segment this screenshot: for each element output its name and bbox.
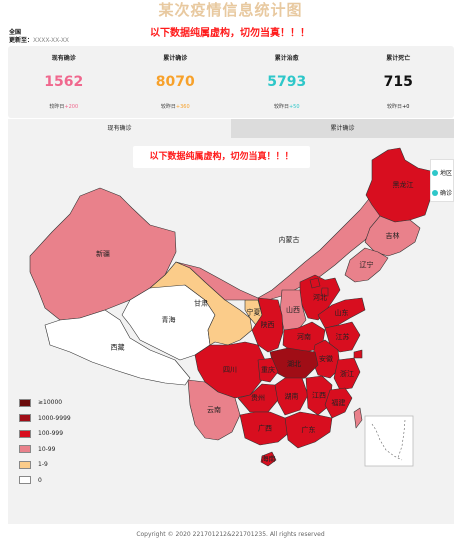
province-label: 西藏 <box>111 343 125 352</box>
province-label: 宁夏 <box>247 308 261 317</box>
region-info: 全国 更新至：XXXX-XX-XX <box>9 29 69 45</box>
province-heilongjiang[interactable] <box>365 147 441 223</box>
province-label: 青海 <box>162 315 176 324</box>
update-value: XXXX-XX-XX <box>33 37 70 44</box>
province-label: 河北 <box>313 294 327 302</box>
map-legend: ≥10000 1000-9999 100-999 10-99 1-9 0 <box>19 395 71 488</box>
province-label: 山东 <box>335 308 349 317</box>
stat-label: 累计死亡 <box>386 55 411 62</box>
province-label: 黑龙江 <box>393 180 414 189</box>
legend-row[interactable]: 100-999 <box>19 426 71 442</box>
province-yunnan[interactable] <box>187 379 241 441</box>
stat-current-confirmed: 现有确诊 1562 较昨日+200 <box>8 46 120 118</box>
province-label: 山西 <box>286 305 300 314</box>
tab-current-confirmed[interactable]: 现有确诊 <box>8 119 231 138</box>
stat-change: 较昨日+360 <box>160 104 190 110</box>
province-label: 湖北 <box>287 359 301 368</box>
series-option-confirmed[interactable]: 确诊 <box>432 185 453 200</box>
province-shaanxi[interactable] <box>251 297 284 353</box>
province-fujian[interactable] <box>324 387 353 419</box>
province-label: 吉林 <box>386 231 400 240</box>
province-label: 内蒙古 <box>279 235 300 244</box>
legend-row[interactable]: 1-9 <box>19 457 71 473</box>
series-switcher: 地区 确诊 <box>430 159 454 202</box>
stat-label: 现有确诊 <box>51 55 76 62</box>
stat-value: 715 <box>383 74 413 90</box>
province-label: 新疆 <box>96 249 110 258</box>
province-jilin[interactable] <box>364 215 421 257</box>
tab-total-confirmed[interactable]: 累计确诊 <box>231 119 454 138</box>
legend-swatch <box>19 398 31 407</box>
province-label: 陕西 <box>261 320 275 329</box>
legend-row[interactable]: 0 <box>19 473 71 489</box>
province-shanghai[interactable] <box>353 349 363 359</box>
stat-label: 累计治愈 <box>274 55 299 62</box>
province-label: 海南 <box>262 454 276 463</box>
province-xizang[interactable] <box>44 309 191 386</box>
province-guangdong[interactable] <box>284 411 333 449</box>
stat-change: 较昨日+200 <box>49 104 79 110</box>
province-label: 江苏 <box>336 332 350 341</box>
province-label: 广西 <box>258 424 272 433</box>
region-dot-icon <box>432 169 438 176</box>
footer-copyright: Copyright © 2020 221701212&221701235. Al… <box>136 531 325 538</box>
legend-row[interactable]: 10-99 <box>19 442 71 458</box>
province-taiwan[interactable] <box>353 407 363 429</box>
province-chongqing[interactable] <box>257 357 279 383</box>
province-label: 江西 <box>312 392 326 400</box>
stat-total-confirmed: 累计确诊 8070 较昨日+360 <box>120 46 232 118</box>
update-line: 更新至：XXXX-XX-XX <box>9 37 69 45</box>
legend-swatch <box>19 476 31 485</box>
province-label: 辽宁 <box>360 260 374 269</box>
legend-swatch <box>19 429 31 438</box>
confirmed-dot-icon <box>432 189 438 196</box>
legend-row[interactable]: ≥10000 <box>19 395 71 411</box>
notice-banner-top: 以下数据纯属虚构，切勿当真！！！ <box>150 28 310 39</box>
update-label: 更新至： <box>9 37 34 44</box>
province-hunan[interactable] <box>274 377 309 416</box>
stat-value: 1562 <box>44 74 84 90</box>
province-label: 安徽 <box>319 354 333 363</box>
legend-swatch <box>19 445 31 454</box>
province-hainan[interactable] <box>260 451 277 467</box>
notice-banner-map: 以下数据纯属虚构，切勿当真！！！ <box>133 146 310 168</box>
province-label: 云南 <box>207 405 221 414</box>
stat-label: 累计确诊 <box>163 55 188 62</box>
province-label: 四川 <box>223 366 237 374</box>
province-hubei[interactable] <box>269 347 319 381</box>
province-label: 福建 <box>332 398 346 407</box>
province-label: 湖南 <box>285 392 299 401</box>
stat-value: 5793 <box>267 74 307 90</box>
map-panel: 新疆西藏 青海 甘肃宁夏 内蒙古 黑龙江吉林辽宁河北山西陕西 山东河南 江苏安徽 浙江 湖北四川… <box>8 138 454 524</box>
province-liaoning[interactable] <box>344 247 389 283</box>
stat-total-deaths: 累计死亡 715 较昨日+0 <box>343 46 455 118</box>
stat-value: 8070 <box>155 74 195 90</box>
province-label: 甘肃 <box>194 299 208 308</box>
stat-change: 较昨日+0 <box>387 104 410 110</box>
province-beijing[interactable] <box>309 277 321 289</box>
legend-swatch <box>19 414 31 423</box>
stat-total-cured: 累计治愈 5793 较昨日+50 <box>231 46 343 118</box>
province-label: 贵州 <box>251 393 265 402</box>
province-label: 浙江 <box>340 369 354 378</box>
south-china-sea-inset <box>364 415 414 467</box>
province-label: 广东 <box>302 425 316 434</box>
legend-swatch <box>19 460 31 469</box>
legend-row[interactable]: 1000-9999 <box>19 411 71 427</box>
province-tianjin[interactable] <box>320 287 329 297</box>
province-xinjiang[interactable] <box>29 187 177 321</box>
series-option-region[interactable]: 地区 <box>432 165 453 180</box>
province-zhejiang[interactable] <box>333 357 361 391</box>
map-tabs: 现有确诊 累计确诊 <box>8 119 454 138</box>
province-label: 重庆 <box>261 365 275 374</box>
page-title: 某次疫情信息统计图 <box>158 1 303 19</box>
province-label: 河南 <box>297 332 311 341</box>
stat-change: 较昨日+50 <box>273 104 300 110</box>
region-name: 全国 <box>9 29 22 36</box>
stats-panel: 现有确诊 1562 较昨日+200 累计确诊 8070 较昨日+360 累计治愈… <box>8 46 454 118</box>
